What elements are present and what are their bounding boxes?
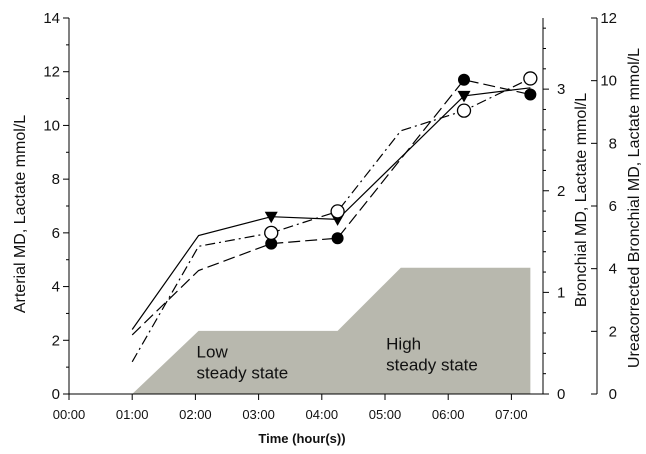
left-tick-label-10: 10	[43, 117, 60, 134]
series-2-marker-2	[331, 232, 344, 245]
right2-tick-label-4: 4	[609, 261, 617, 278]
x-tick-label-3: 03:00	[242, 407, 275, 422]
series-3-marker-1	[264, 225, 279, 241]
right1-tick-label-1: 1	[557, 284, 565, 301]
series-2-marker-3	[458, 73, 470, 86]
left-tick-label-8: 8	[52, 171, 60, 188]
series-layer	[131, 71, 538, 363]
left-tick-label-2: 2	[52, 332, 60, 349]
right2-tick-label-6: 6	[609, 198, 617, 215]
x-tick-label-6: 06:00	[432, 407, 465, 422]
right1-tick-label-0: 0	[557, 386, 565, 403]
series-2-marker-1	[265, 237, 278, 250]
left-tick-label-14: 14	[43, 10, 60, 27]
series-1-marker-3	[457, 90, 471, 103]
series-1-marker-1	[264, 211, 278, 224]
right2-axis-title: Ureacorrected Bronchial MD, Lactate mmol…	[626, 48, 643, 368]
right2-tick-label-12: 12	[600, 10, 617, 27]
series-2-marker-4	[524, 88, 537, 101]
region-label-1-line1: Low	[197, 342, 229, 361]
right2-tick-label-2: 2	[609, 323, 617, 340]
x-tick-label-5: 05:00	[369, 407, 402, 422]
infusion-region	[132, 267, 531, 394]
series-1-line	[131, 87, 531, 330]
right2-tick-label-0: 0	[609, 386, 617, 403]
infusion-region-layer: Low steady state High steady state	[132, 267, 531, 394]
right1-tick-label-3: 3	[557, 81, 565, 98]
region-label-2-line2: steady state	[386, 355, 478, 374]
left-tick-label-12: 12	[43, 64, 60, 81]
left-tick-label-6: 6	[52, 225, 60, 242]
x-tick-label-7: 07:00	[495, 407, 528, 422]
left-tick-label-0: 0	[52, 386, 60, 403]
x-tick-label-2: 02:00	[179, 407, 212, 422]
right1-axis-title: Bronchial MD, Lactate mmol/L	[573, 93, 590, 307]
region-label-1-line2: steady state	[197, 363, 289, 382]
right2-tick-label-8: 8	[609, 135, 617, 152]
series-3-marker-3	[456, 103, 472, 118]
series-2-line	[131, 79, 531, 336]
right2-tick-label-10: 10	[600, 73, 617, 90]
region-label-2-line1: High	[386, 334, 421, 353]
right1-tick-label-2: 2	[557, 183, 565, 200]
x-tick-label-1: 01:00	[116, 407, 149, 422]
series-3-marker-4	[523, 71, 538, 86]
x-tick-label-4: 04:00	[306, 407, 339, 422]
series-3-marker-2	[330, 204, 345, 219]
left-axis-title: Arterial MD, Lactate mmol/L	[12, 115, 29, 313]
left-tick-label-4: 4	[52, 279, 60, 296]
x-tick-label-0: 00:00	[53, 407, 86, 422]
x-axis-title: Time (hour(s))	[258, 431, 345, 446]
